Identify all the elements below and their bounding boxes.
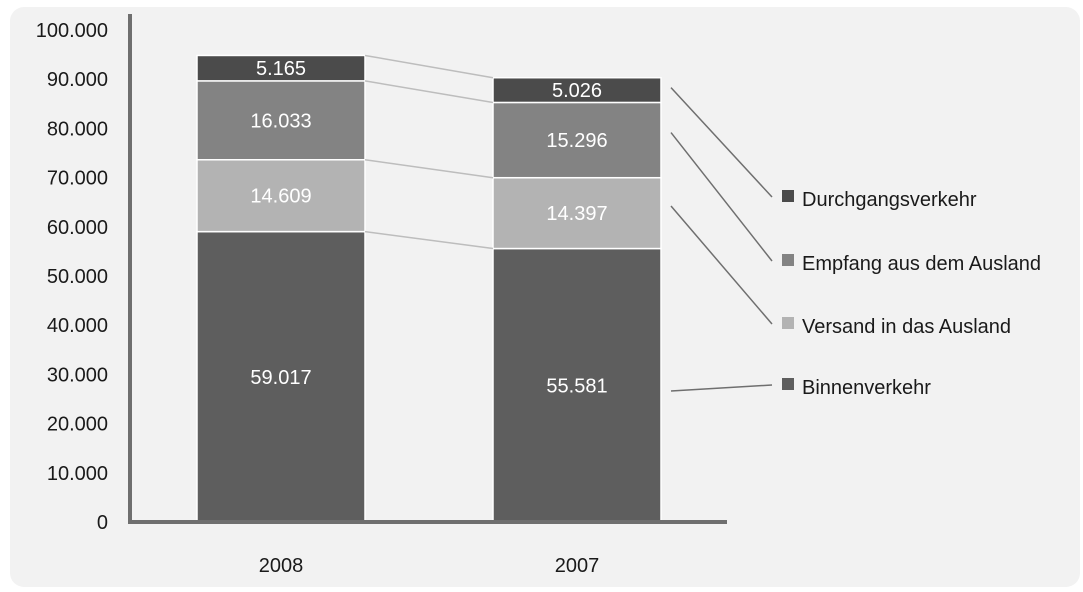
- legend-swatch: [782, 378, 794, 390]
- y-tick-label: 20.000: [47, 414, 108, 436]
- data-label: 15.296: [546, 130, 607, 152]
- legend-leader-line: [670, 87, 773, 198]
- data-label: 59.017: [250, 367, 311, 389]
- legend-swatch: [782, 317, 794, 329]
- data-label: 14.609: [250, 186, 311, 208]
- bar-segment: [492, 101, 662, 179]
- data-label: 55.581: [546, 375, 607, 397]
- legend-label: Versand in das Ausland: [802, 316, 1011, 338]
- y-tick-label: 30.000: [47, 364, 108, 386]
- y-tick-label: 60.000: [47, 217, 108, 239]
- bar-segment: [492, 76, 662, 104]
- y-tick-label: 40.000: [47, 315, 108, 337]
- legend-leader-line: [670, 384, 773, 392]
- legend-swatch: [782, 254, 794, 266]
- y-tick-label: 70.000: [47, 168, 108, 190]
- series-connector-line: [364, 230, 494, 250]
- y-tick-label: 0: [97, 512, 108, 534]
- bar-segment: [196, 80, 366, 161]
- legend-swatch: [782, 190, 794, 202]
- bar-segment: [196, 230, 366, 523]
- bar-segment: [196, 54, 366, 82]
- data-label: 14.397: [546, 203, 607, 225]
- series-connector-line: [364, 54, 494, 79]
- data-label: 16.033: [250, 110, 311, 132]
- legend-label: Empfang aus dem Ausland: [802, 253, 1041, 275]
- series-connector-line: [364, 80, 494, 104]
- bar-segment: [492, 176, 662, 250]
- x-category-label: 2008: [259, 555, 304, 577]
- y-tick-label: 10.000: [47, 463, 108, 485]
- legend-label: Durchgangsverkehr: [802, 189, 977, 211]
- y-tick-label: 80.000: [47, 118, 108, 140]
- legend-leader-line: [670, 132, 773, 262]
- x-category-label: 2007: [555, 555, 600, 577]
- y-tick-label: 90.000: [47, 69, 108, 91]
- series-connector-line: [364, 159, 494, 179]
- data-label: 5.165: [256, 58, 306, 80]
- data-label: 5.026: [552, 80, 602, 102]
- legend-leader-line: [670, 205, 773, 325]
- legend-label: Binnenverkehr: [802, 377, 931, 399]
- y-tick-label: 50.000: [47, 266, 108, 288]
- y-tick-label: 100.000: [36, 20, 108, 42]
